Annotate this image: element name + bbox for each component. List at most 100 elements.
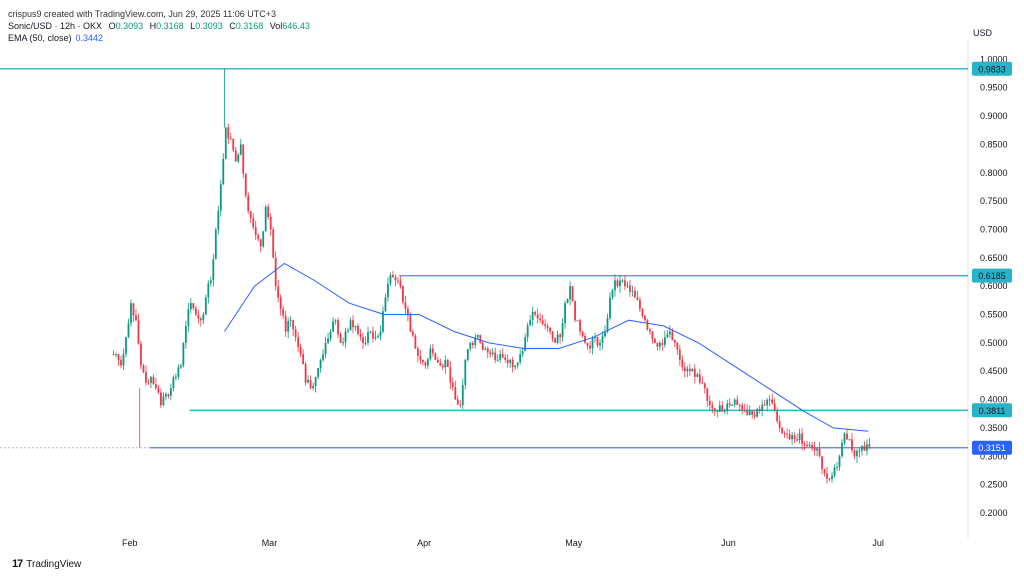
candle-body (559, 334, 561, 338)
candle-body (823, 469, 826, 474)
candle-body (566, 299, 569, 304)
candle-body (509, 359, 512, 364)
candle-body (726, 403, 729, 411)
candle-body (297, 337, 300, 347)
candle-body (197, 314, 200, 319)
candle-body (544, 324, 547, 326)
candle-body (636, 297, 639, 300)
candle-body (272, 229, 275, 258)
candle-body (541, 320, 544, 325)
candle-body (766, 399, 769, 406)
candle-body (524, 337, 527, 352)
currency-label[interactable]: USD (972, 28, 992, 38)
candle-body (816, 448, 818, 451)
candle-body (287, 321, 290, 332)
candle-body (317, 368, 319, 377)
candle-body (352, 320, 354, 328)
candle-body (212, 259, 215, 281)
candle-body (222, 158, 225, 185)
candle-body (459, 404, 462, 406)
candle-body (399, 280, 402, 287)
candle-body (703, 383, 706, 389)
candle-body (856, 450, 858, 457)
candle-body (284, 315, 287, 332)
x-tick-label: Jun (721, 538, 736, 548)
candle-body (604, 331, 606, 337)
high-label: H (149, 21, 157, 31)
candle-body (778, 421, 781, 428)
candle-body (334, 320, 337, 322)
candle-body (426, 359, 429, 366)
candle-body (841, 442, 843, 457)
y-tick-label: 0.2500 (980, 480, 1008, 490)
attribution-text: crispus9 created with TradingView.com, J… (8, 9, 277, 19)
x-tick-label: May (565, 538, 583, 548)
y-tick-label: 0.9500 (980, 83, 1008, 93)
candle-body (711, 405, 714, 409)
candle-body (372, 331, 374, 339)
candle-body (751, 410, 754, 415)
candle-body (681, 359, 684, 368)
candle-body (397, 280, 399, 282)
last-price-tag (972, 440, 1012, 455)
ema-label: EMA (50, close) (8, 33, 72, 43)
candle-body (249, 211, 252, 219)
candle-body (120, 359, 122, 366)
candle-body (379, 331, 382, 337)
candle-body (416, 348, 419, 356)
candle-body (479, 335, 482, 343)
y-tick-label: 0.6500 (980, 253, 1008, 263)
candle-body (688, 368, 691, 372)
candle-body (157, 388, 160, 393)
candle-body (811, 444, 813, 448)
candle-body (743, 409, 746, 411)
candle-body (599, 342, 601, 346)
level-price-label: 0.6185 (978, 271, 1006, 281)
close-label: C (229, 21, 236, 31)
candle-body (646, 320, 649, 330)
candle-body (723, 410, 726, 412)
candle-body (489, 352, 492, 355)
candle-body (227, 127, 230, 139)
candle-body (282, 308, 285, 316)
candle-body (199, 318, 202, 321)
candle-body (174, 376, 177, 378)
candle-body (514, 365, 517, 368)
y-tick-label: 0.8000 (980, 168, 1008, 178)
candle-body (224, 127, 227, 159)
candle-body (656, 342, 659, 347)
candle-body (389, 274, 392, 284)
candle-body (808, 444, 811, 446)
x-tick-label: Mar (262, 538, 278, 548)
candle-body (733, 399, 736, 405)
candle-body (616, 280, 619, 287)
symbol-line[interactable]: Sonic/USD · 12h · OKX (8, 21, 103, 31)
candle-body (501, 354, 504, 358)
candle-body (259, 239, 262, 247)
candle-body (579, 320, 581, 332)
close-value: 0.3168 (235, 21, 264, 31)
candle-body (748, 410, 751, 415)
candle-body (831, 475, 833, 479)
high-value: 0.3168 (156, 21, 184, 31)
candle-body (499, 354, 502, 360)
candle-body (783, 433, 786, 435)
candle-body (791, 435, 794, 440)
candle-body (491, 352, 494, 355)
candle-body (761, 404, 764, 411)
candle-body (354, 325, 357, 328)
candle-body (187, 309, 190, 326)
candle-body (728, 403, 731, 406)
candle-body (292, 320, 295, 330)
candle-body (404, 302, 407, 309)
candle-body (771, 399, 774, 404)
candle-body (382, 311, 384, 332)
candle-body (165, 393, 167, 397)
candle-body (701, 382, 704, 384)
candle-body (242, 144, 245, 174)
candle-body (624, 280, 626, 287)
open-label: O (108, 21, 116, 31)
ema-legend[interactable]: EMA (50, close) 0.3442 (8, 32, 310, 44)
candle-body (838, 456, 841, 468)
